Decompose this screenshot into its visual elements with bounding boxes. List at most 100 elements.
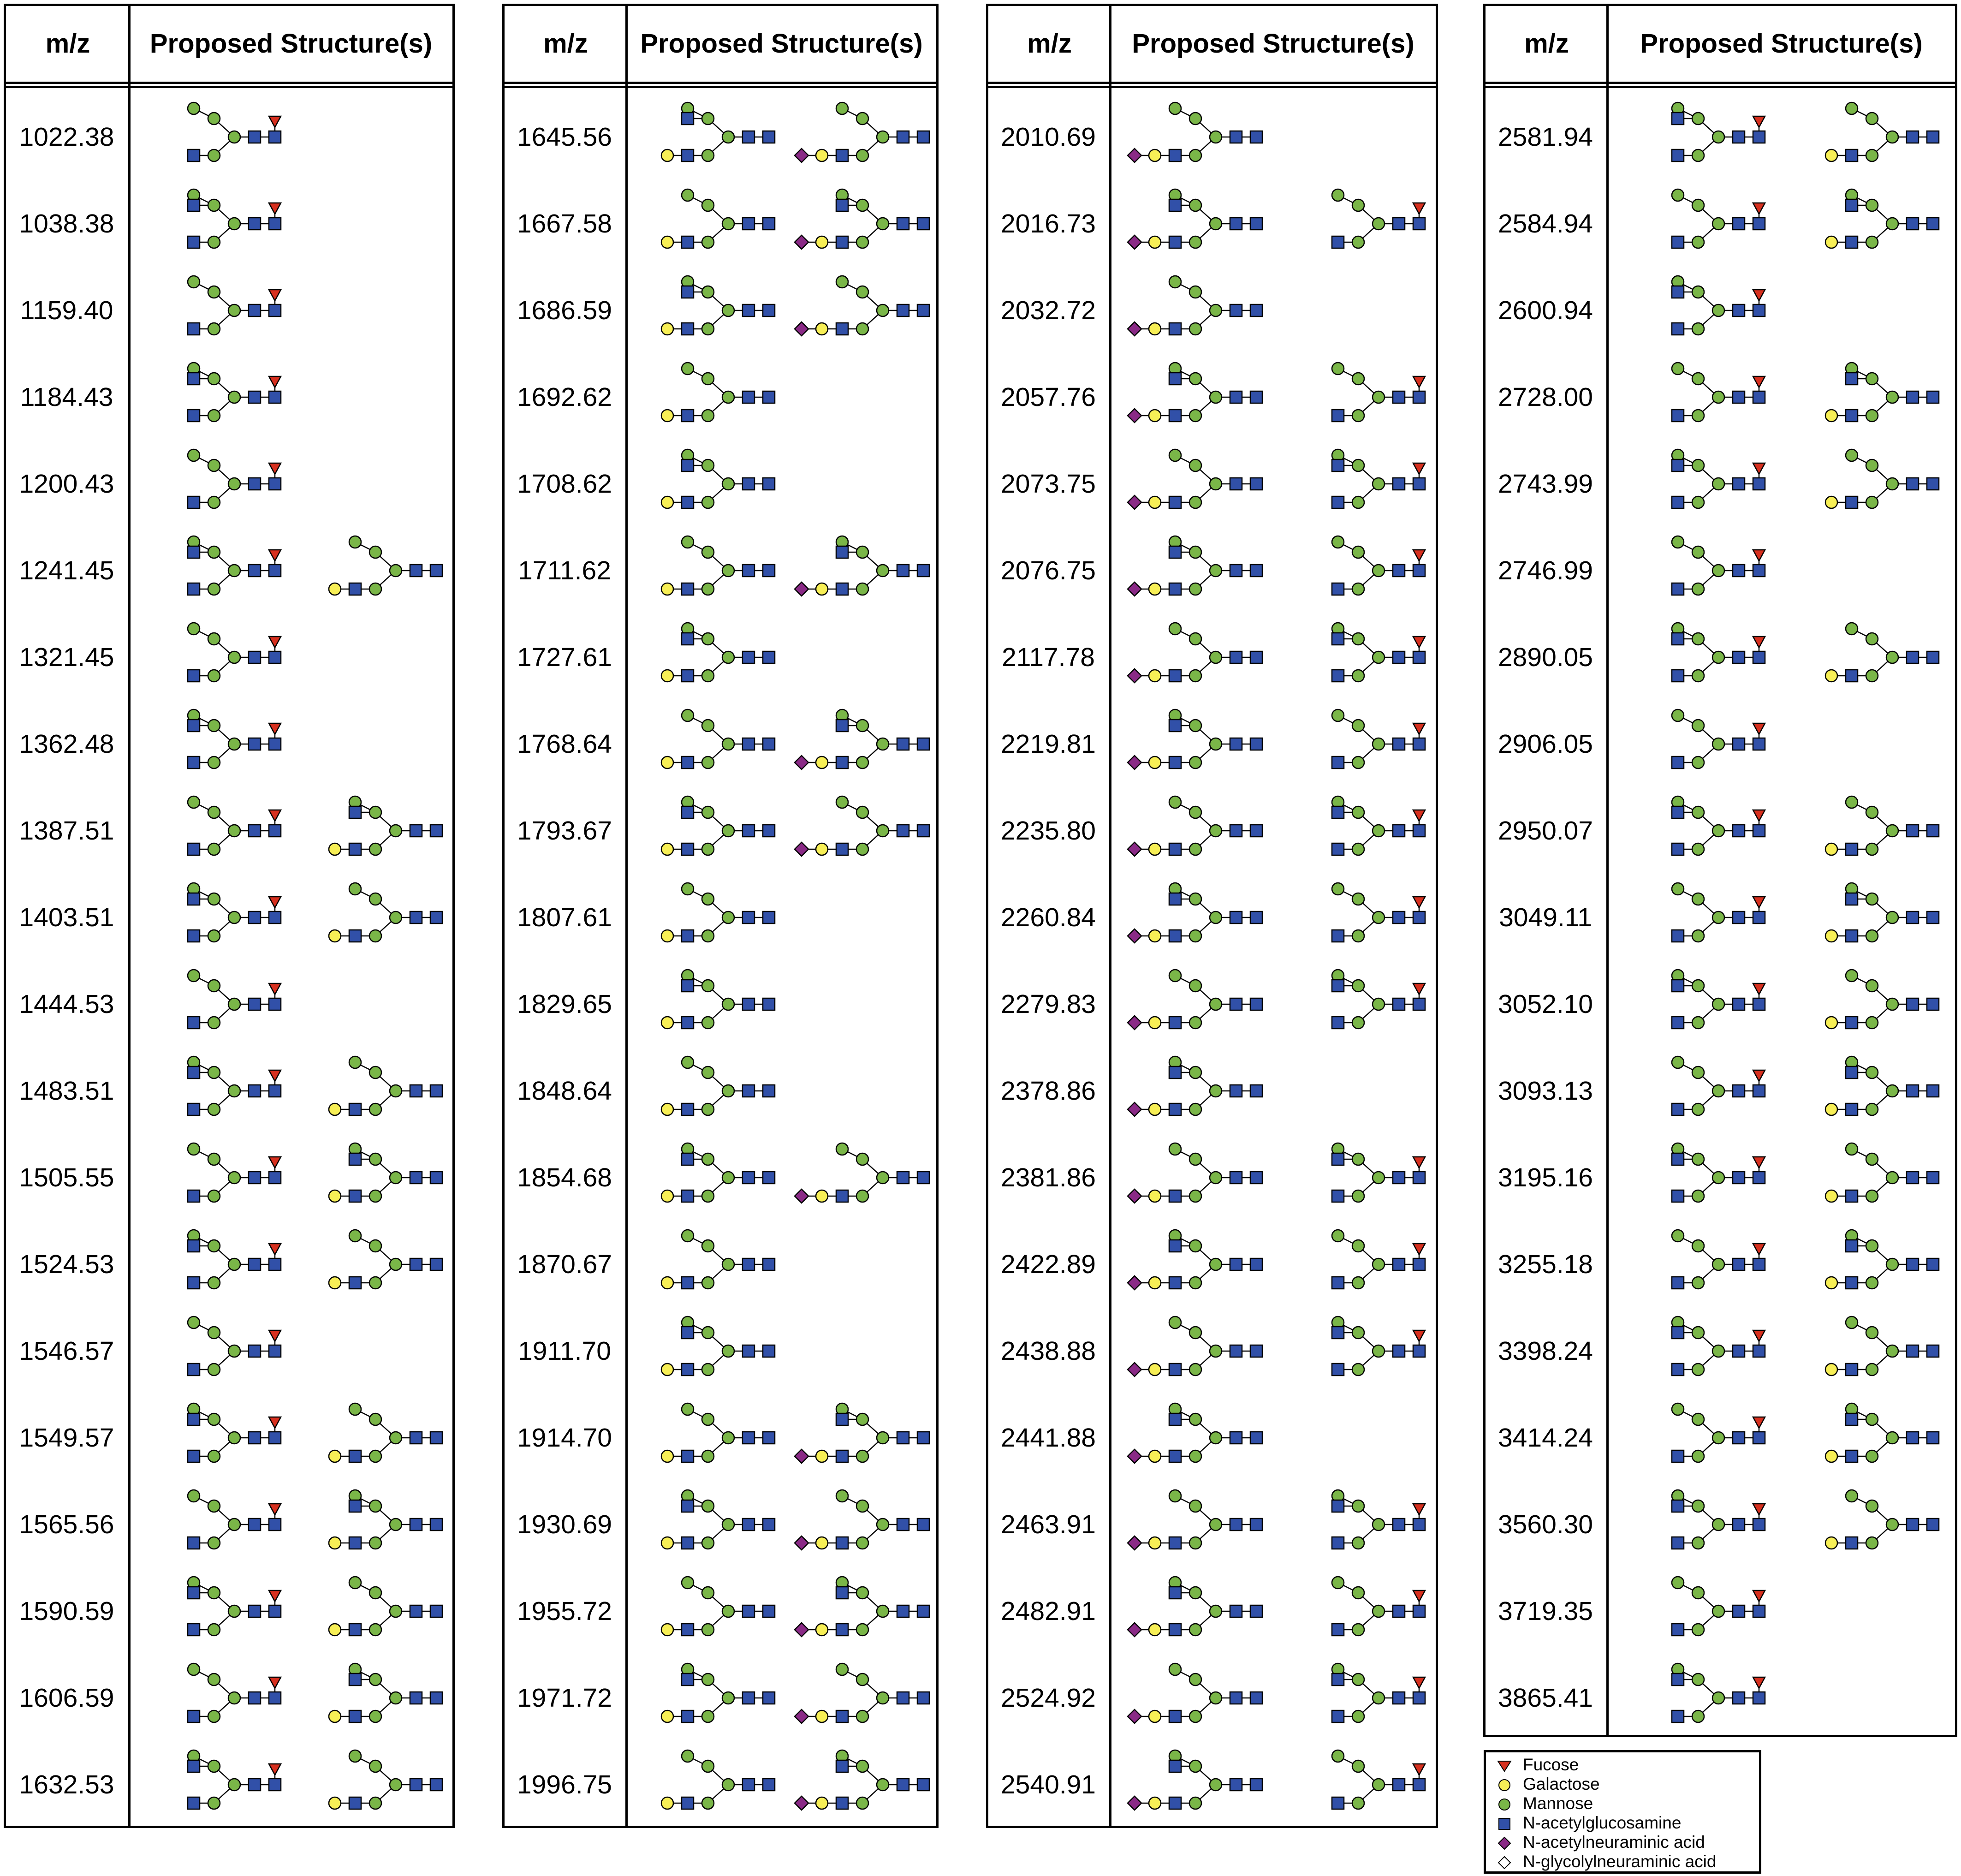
mz-value: 2422.89: [1000, 1250, 1096, 1279]
glycan-structure-2: [1824, 101, 1939, 162]
mz-value: 3719.35: [1497, 1596, 1593, 1626]
mz-value: 3052.10: [1497, 989, 1593, 1019]
mz-value: 2540.91: [1000, 1770, 1096, 1799]
mz-value: 2463.91: [1000, 1510, 1096, 1539]
mz-value: 2890.05: [1497, 643, 1593, 672]
glycan-structure-1: [660, 101, 775, 162]
table-header: m/z Proposed Structure(s): [1486, 6, 1955, 88]
neu5gc-diamond-icon: [1497, 1856, 1511, 1870]
glycan-structure-2: [328, 1489, 443, 1550]
glycan-structure-1: [1671, 1402, 1766, 1463]
glycan-structure-1: [1671, 101, 1766, 162]
glycan-structure-2: [1331, 795, 1426, 856]
glycan-structure-1: [1127, 1402, 1263, 1464]
table-header: m/z Proposed Structure(s): [988, 6, 1436, 88]
glycan-structure-1: [660, 1055, 775, 1116]
glcnac-square-icon: [1498, 1818, 1510, 1830]
mz-value: 2438.88: [1000, 1336, 1096, 1366]
glycan-structure-2: [794, 1576, 930, 1638]
mz-value: 1711.62: [518, 556, 611, 585]
mz-value: 3049.11: [1499, 903, 1592, 932]
glycan-structure-2: [1331, 1749, 1426, 1810]
mz-value: 2581.94: [1497, 122, 1593, 152]
glycan-structure-1: [660, 882, 775, 943]
glycan-structure-2: [794, 1749, 930, 1811]
structures-header: Proposed Structure(s): [1640, 29, 1923, 59]
glycan-structure-1: [187, 362, 282, 423]
glycan-structure-2: [1824, 795, 1939, 856]
glycan-structure-1: [660, 1229, 775, 1290]
mz-value: 1606.59: [19, 1683, 114, 1713]
glycan-structure-1: [1671, 188, 1766, 249]
glycan-structure-2: [1331, 188, 1426, 249]
glycan-structure-2: [1824, 362, 1939, 423]
mz-value: 1321.45: [19, 643, 114, 672]
mz-value: 1914.70: [517, 1423, 612, 1453]
glycan-structure-1: [660, 1402, 775, 1463]
column-divider: [1606, 6, 1609, 1735]
mz-value: 1184.43: [20, 382, 113, 412]
glycan-structure-1: [660, 535, 775, 596]
glycan-structure-1: [1671, 882, 1766, 943]
glycan-structure-2: [1824, 1316, 1939, 1376]
glycan-structure-2: [1331, 1576, 1426, 1637]
glycan-structure-1: [1127, 535, 1263, 597]
mz-header: m/z: [1027, 29, 1072, 59]
glycan-structure-1: [1671, 969, 1766, 1030]
glycan-structure-1: [1671, 362, 1766, 423]
mz-value: 3398.24: [1497, 1336, 1593, 1366]
mz-header: m/z: [45, 29, 90, 59]
glycan-structure-1: [1671, 535, 1766, 596]
glycan-structure-1: [1127, 448, 1263, 510]
glycan-structure-1: [187, 882, 282, 943]
mz-value: 1692.62: [517, 382, 612, 412]
glycan-structure-1: [1127, 188, 1263, 250]
mz-value: 3414.24: [1497, 1423, 1593, 1453]
mz-value: 1996.75: [517, 1770, 612, 1799]
glycan-structure-1: [187, 969, 282, 1030]
glycan-structure-1: [187, 622, 282, 683]
mz-value: 2746.99: [1497, 556, 1593, 585]
mz-value: 1727.61: [517, 643, 612, 672]
mz-value: 1854.68: [517, 1163, 612, 1192]
mz-value: 1159.40: [20, 296, 113, 325]
glycan-structure-2: [794, 795, 930, 857]
glycan-structure-1: [1127, 622, 1263, 684]
mz-value: 2117.78: [1002, 643, 1095, 672]
glycan-structure-1: [1127, 1576, 1263, 1638]
glycan-structure-2: [794, 275, 930, 337]
legend-label: N-acetylneuraminic acid: [1523, 1833, 1705, 1852]
legend-label: Galactose: [1523, 1775, 1600, 1793]
glycan-structure-1: [1671, 709, 1766, 769]
glycan-structure-1: [187, 448, 282, 509]
glycan-structure-1: [660, 1576, 775, 1637]
mz-value: 1768.64: [517, 729, 612, 759]
glycan-structure-1: [187, 1662, 282, 1723]
mz-value: 3560.30: [1497, 1510, 1593, 1539]
legend-label: Fucose: [1523, 1755, 1579, 1774]
legend-label: Mannose: [1523, 1794, 1593, 1813]
glycan-structure-2: [1331, 709, 1426, 769]
mz-value: 3865.41: [1497, 1683, 1593, 1713]
glycan-structure-1: [1127, 275, 1263, 337]
mz-value: 1590.59: [19, 1596, 114, 1626]
glycan-structure-2: [1824, 1055, 1939, 1116]
mz-value: 2584.94: [1497, 209, 1593, 238]
mz-value: 1483.51: [19, 1076, 114, 1106]
mz-value: 1829.65: [517, 989, 612, 1019]
glycan-structure-1: [1671, 622, 1766, 683]
glycan-structure-1: [187, 535, 282, 596]
mz-value: 1930.69: [517, 1510, 612, 1539]
glycan-structure-1: [660, 1142, 775, 1203]
glycan-structure-1: [187, 1142, 282, 1203]
mz-header: m/z: [543, 29, 588, 59]
glycan-structure-1: [1127, 101, 1263, 163]
mz-value: 2076.75: [1000, 556, 1096, 585]
glycan-structure-1: [1671, 1142, 1766, 1203]
glycan-structure-2: [1824, 622, 1939, 683]
glycan-structure-2: [1331, 535, 1426, 596]
mz-value: 1807.61: [517, 903, 612, 932]
glycan-structure-1: [1671, 1229, 1766, 1290]
mannose-circle-icon: [1498, 1799, 1510, 1810]
mz-value: 1444.53: [19, 989, 114, 1019]
